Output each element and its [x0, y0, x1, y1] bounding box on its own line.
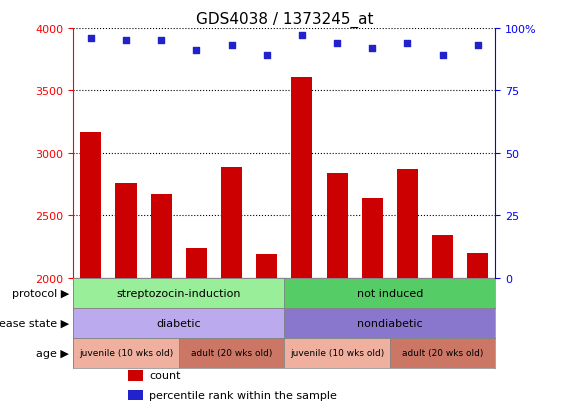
- Bar: [73, 278, 284, 308]
- Bar: [80, 132, 101, 413]
- Bar: [73, 338, 179, 368]
- Bar: [284, 278, 495, 308]
- Point: [86, 36, 95, 42]
- Point: [157, 38, 166, 45]
- Bar: [221, 167, 242, 413]
- Bar: [397, 170, 418, 413]
- Text: adult (20 wks old): adult (20 wks old): [402, 348, 484, 357]
- Text: not induced: not induced: [357, 288, 423, 298]
- Point: [438, 53, 447, 59]
- Point: [368, 45, 377, 52]
- Text: protocol ▶: protocol ▶: [12, 288, 69, 298]
- Point: [473, 43, 482, 50]
- Bar: [284, 308, 495, 338]
- Point: [192, 48, 201, 55]
- Bar: [292, 78, 312, 413]
- Text: percentile rank within the sample: percentile rank within the sample: [149, 390, 337, 400]
- Text: diabetic: diabetic: [157, 318, 201, 328]
- Bar: [151, 195, 172, 413]
- Text: adult (20 wks old): adult (20 wks old): [191, 348, 272, 357]
- Bar: [128, 389, 143, 400]
- Point: [122, 38, 131, 45]
- Text: age ▶: age ▶: [36, 348, 69, 358]
- Text: count: count: [149, 370, 181, 380]
- Bar: [284, 338, 390, 368]
- Bar: [327, 173, 347, 413]
- Text: juvenile (10 wks old): juvenile (10 wks old): [290, 348, 384, 357]
- Title: GDS4038 / 1373245_at: GDS4038 / 1373245_at: [195, 12, 373, 28]
- Text: disease state ▶: disease state ▶: [0, 318, 69, 328]
- Bar: [256, 254, 277, 413]
- Bar: [73, 308, 284, 338]
- Bar: [362, 198, 383, 413]
- Point: [403, 40, 412, 47]
- Bar: [186, 248, 207, 413]
- Point: [297, 33, 306, 40]
- Bar: [115, 183, 136, 413]
- Point: [333, 40, 342, 47]
- Bar: [467, 253, 488, 413]
- Bar: [390, 338, 495, 368]
- Point: [262, 53, 271, 59]
- Text: nondiabetic: nondiabetic: [357, 318, 423, 328]
- Text: streptozocin-induction: streptozocin-induction: [117, 288, 241, 298]
- Text: juvenile (10 wks old): juvenile (10 wks old): [79, 348, 173, 357]
- Bar: [128, 370, 143, 381]
- Bar: [179, 338, 284, 368]
- Bar: [432, 236, 453, 413]
- Point: [227, 43, 236, 50]
